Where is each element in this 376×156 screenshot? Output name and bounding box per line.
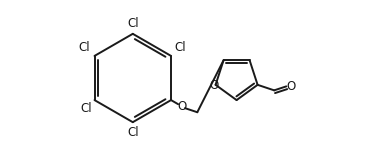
Text: O: O: [177, 100, 186, 113]
Text: Cl: Cl: [174, 41, 186, 54]
Text: Cl: Cl: [80, 102, 91, 115]
Text: Cl: Cl: [127, 126, 139, 139]
Text: Cl: Cl: [79, 41, 90, 54]
Text: O: O: [210, 79, 219, 92]
Text: Cl: Cl: [127, 17, 139, 30]
Text: O: O: [287, 80, 296, 93]
